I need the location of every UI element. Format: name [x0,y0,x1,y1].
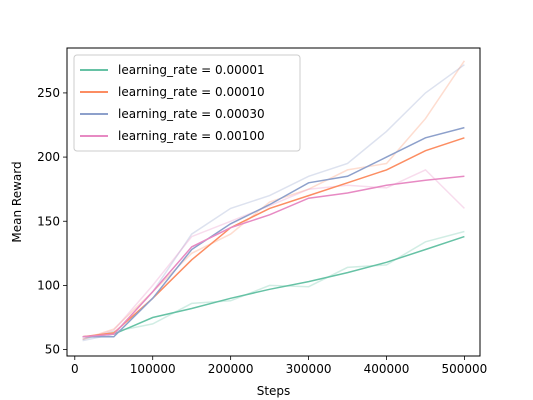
x-axis: 0 100000 200000 300000 400000 500000 [71,356,487,376]
x-tick-label: 200000 [208,362,254,376]
series-line-1 [82,137,465,338]
y-tick-label: 100 [37,278,60,292]
y-tick-label: 150 [37,214,60,228]
plot-frame [66,47,481,357]
x-tick-label: 100000 [130,362,176,376]
series-raw-line-0 [82,230,465,341]
y-axis: 50 100 150 200 250 [37,86,67,357]
y-tick-label: 50 [45,343,60,357]
legend: learning_rate = 0.00001 learning_rate = 0… [73,54,301,152]
x-tick-label: 300000 [286,362,332,376]
x-axis-label: Steps [257,384,291,398]
y-axis-label: Mean Reward [10,161,24,242]
legend-label: learning_rate = 0.00010 [118,85,265,99]
x-tick-label: 0 [71,362,79,376]
legend-label: learning_rate = 0.00001 [118,63,265,77]
series-raw-line-3 [82,169,465,341]
y-tick-label: 200 [37,150,60,164]
series-raw-line-1 [82,60,466,341]
legend-label: learning_rate = 0.00100 [118,129,265,143]
series-line-3 [82,175,465,338]
legend-label: learning_rate = 0.00030 [118,107,265,121]
y-tick-label: 250 [37,86,60,100]
series-line-2 [82,126,465,338]
smoothed-lines [82,126,465,338]
series-line-0 [82,235,465,338]
x-tick-label: 500000 [442,362,488,376]
x-tick-label: 400000 [364,362,410,376]
legend-box [73,54,301,152]
